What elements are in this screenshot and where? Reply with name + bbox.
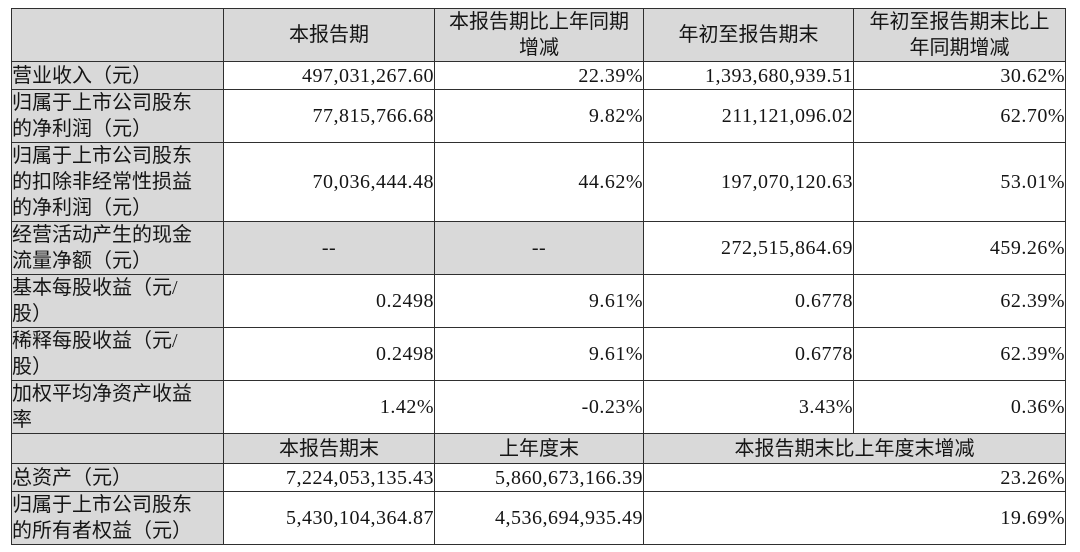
- cell-value: 211,121,096.02: [643, 89, 854, 143]
- row-diluted-eps: 稀释每股收益（元/ 股） 0.2498 9.61% 0.6778 62.39%: [11, 327, 1066, 381]
- financial-summary-table: 本报告期 本报告期比上年同期 增减 年初至报告期末 年初至报告期末比上 年同期增…: [11, 8, 1066, 545]
- cell-value: -0.23%: [434, 380, 644, 434]
- cell-value: 0.6778: [643, 274, 854, 328]
- row-label: 营业收入（元）: [11, 61, 224, 90]
- row-net-profit-excl-nonrecurring: 归属于上市公司股东 的扣除非经常性损益 的净利润（元） 70,036,444.4…: [11, 142, 1066, 222]
- cell-value: 23.26%: [643, 463, 1066, 492]
- row-weighted-avg-roe: 加权平均净资产收益 率 1.42% -0.23% 3.43% 0.36%: [11, 380, 1066, 434]
- cell-value: 7,224,053,135.43: [223, 463, 435, 492]
- column-header-ytd-yoy-change: 年初至报告期末比上 年同期增减: [853, 8, 1066, 62]
- cell-value: 1.42%: [223, 380, 435, 434]
- row-operating-revenue: 营业收入（元） 497,031,267.60 22.39% 1,393,680,…: [11, 61, 1066, 90]
- cell-value: 197,070,120.63: [643, 142, 854, 222]
- cell-value: 0.2498: [223, 327, 435, 381]
- cell-value: 22.39%: [434, 61, 644, 90]
- row-label: 归属于上市公司股东 的所有者权益（元）: [11, 491, 224, 545]
- cell-value: 9.61%: [434, 327, 644, 381]
- corner-cell: [11, 8, 224, 62]
- column-header-current-period: 本报告期: [223, 8, 435, 62]
- cell-value: 5,860,673,166.39: [434, 463, 644, 492]
- row-owners-equity: 归属于上市公司股东 的所有者权益（元） 5,430,104,364.87 4,5…: [11, 491, 1066, 545]
- column-header-change-vs-prior-year-end: 本报告期末比上年度末增减: [643, 433, 1066, 464]
- cell-value: 0.6778: [643, 327, 854, 381]
- cell-value: 3.43%: [643, 380, 854, 434]
- cell-value: 9.82%: [434, 89, 644, 143]
- cell-value: 0.36%: [853, 380, 1066, 434]
- column-header-period-end: 本报告期末: [223, 433, 435, 464]
- cell-value: 497,031,267.60: [223, 61, 435, 90]
- cell-value: 70,036,444.48: [223, 142, 435, 222]
- cell-value: 272,515,864.69: [643, 221, 854, 275]
- cell-value: 44.62%: [434, 142, 644, 222]
- column-header-prior-year-end: 上年度末: [434, 433, 644, 464]
- cell-value: 4,536,694,935.49: [434, 491, 644, 545]
- cell-value: --: [223, 221, 435, 275]
- row-label: 加权平均净资产收益 率: [11, 380, 224, 434]
- row-label: 稀释每股收益（元/ 股）: [11, 327, 224, 381]
- cell-value: 19.69%: [643, 491, 1066, 545]
- cell-value: 30.62%: [853, 61, 1066, 90]
- row-total-assets: 总资产（元） 7,224,053,135.43 5,860,673,166.39…: [11, 463, 1066, 492]
- cell-value: 62.70%: [853, 89, 1066, 143]
- row-basic-eps: 基本每股收益（元/ 股） 0.2498 9.61% 0.6778 62.39%: [11, 274, 1066, 328]
- row-label: 经营活动产生的现金 流量净额（元）: [11, 221, 224, 275]
- row-label: 基本每股收益（元/ 股）: [11, 274, 224, 328]
- row-label: 归属于上市公司股东 的净利润（元）: [11, 89, 224, 143]
- column-header-yoy-change: 本报告期比上年同期 增减: [434, 8, 644, 62]
- column-header-ytd: 年初至报告期末: [643, 8, 854, 62]
- cell-value: --: [434, 221, 644, 275]
- corner-cell: [11, 433, 224, 464]
- cell-value: 459.26%: [853, 221, 1066, 275]
- cell-value: 53.01%: [853, 142, 1066, 222]
- row-net-profit: 归属于上市公司股东 的净利润（元） 77,815,766.68 9.82% 21…: [11, 89, 1066, 143]
- row-label: 总资产（元）: [11, 463, 224, 492]
- cell-value: 62.39%: [853, 274, 1066, 328]
- header-row-period: 本报告期 本报告期比上年同期 增减 年初至报告期末 年初至报告期末比上 年同期增…: [11, 8, 1066, 62]
- row-operating-cash-flow: 经营活动产生的现金 流量净额（元） -- -- 272,515,864.69 4…: [11, 221, 1066, 275]
- cell-value: 1,393,680,939.51: [643, 61, 854, 90]
- row-label: 归属于上市公司股东 的扣除非经常性损益 的净利润（元）: [11, 142, 224, 222]
- cell-value: 5,430,104,364.87: [223, 491, 435, 545]
- cell-value: 62.39%: [853, 327, 1066, 381]
- cell-value: 9.61%: [434, 274, 644, 328]
- cell-value: 77,815,766.68: [223, 89, 435, 143]
- cell-value: 0.2498: [223, 274, 435, 328]
- header-row-period-end: 本报告期末 上年度末 本报告期末比上年度末增减: [11, 433, 1066, 464]
